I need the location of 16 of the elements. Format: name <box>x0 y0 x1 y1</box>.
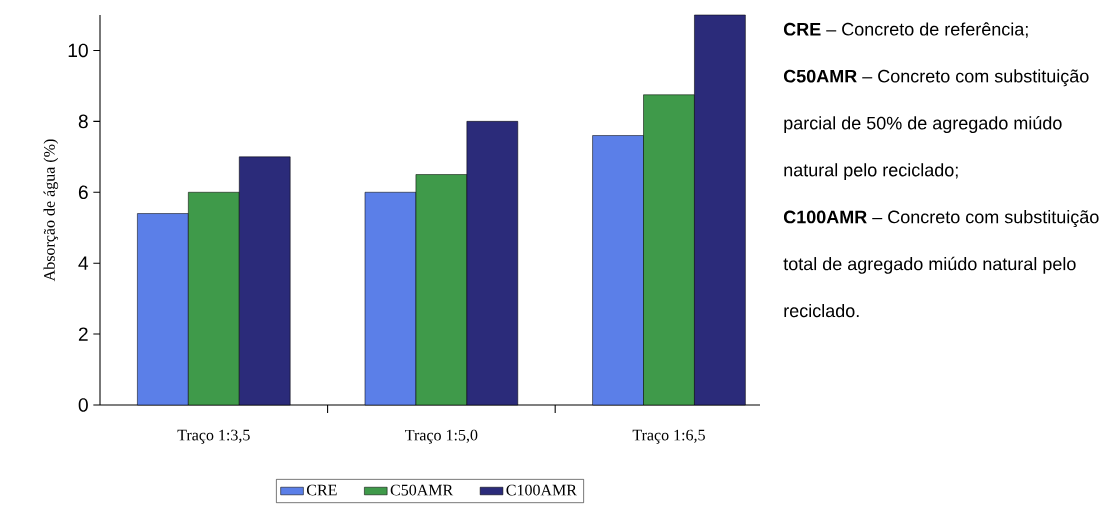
y-tick-label: 10 <box>68 43 88 58</box>
x-tick-label: Traço 1:5,0 <box>405 429 478 444</box>
x-tick-label: Traço 1:3,5 <box>177 429 250 444</box>
text: C50AMR – Concreto com substituição parcial de 50% de agregado miúdo natural pelo reciclado; <box>783 69 1089 180</box>
legend-label: C50AMR <box>390 484 454 496</box>
y-tick-label: 8 <box>78 114 88 129</box>
y-axis-title: Absorção de água (%) <box>43 139 59 282</box>
y-tick-label: 0 <box>78 398 88 412</box>
y-tick-label: 4 <box>78 256 89 270</box>
y-tick-label: 6 <box>78 185 88 200</box>
y-tick-label: 2 <box>78 327 88 341</box>
legend-label: C100AMR <box>506 484 577 496</box>
text: CRE – Concreto de referência; <box>783 22 1028 38</box>
text: C100AMR – Concreto com substituição total de agregado miúdo natural pelo reciclado. <box>783 210 1099 318</box>
legend-label: CRE <box>306 484 337 496</box>
x-tick-label: Traço 1:6,5 <box>632 429 705 444</box>
